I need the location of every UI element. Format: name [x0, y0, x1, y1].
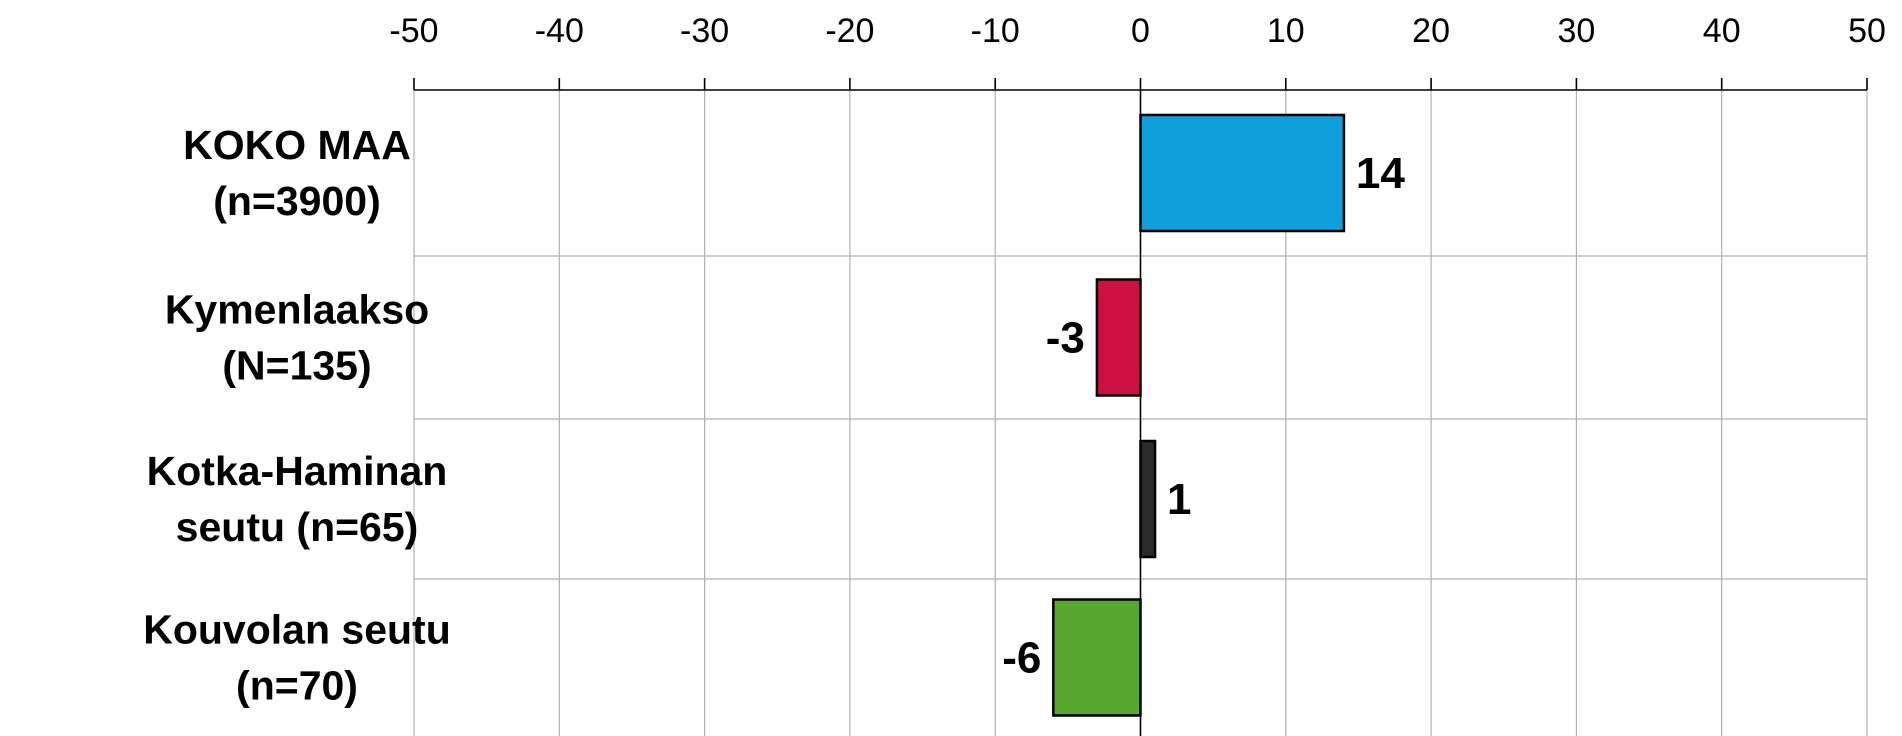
bars: 14 -3 1 -6 [1002, 113, 1405, 717]
category-label: Kymenlaakso [165, 287, 429, 333]
bar [1139, 439, 1157, 559]
data-label: -3 [1046, 314, 1085, 363]
x-tick-label: -10 [971, 12, 1020, 50]
data-label: 1 [1167, 475, 1191, 524]
x-tick-label: 20 [1412, 12, 1450, 50]
x-tick-label: 30 [1557, 12, 1595, 50]
category-labels: KOKO MAA (n=3900) Kymenlaakso (N=135) Kotka-… [143, 122, 451, 709]
category-label: seutu (n=65) [176, 504, 419, 550]
x-tick-label: -30 [680, 12, 729, 50]
x-tick-label: -20 [825, 12, 874, 50]
bar [1139, 113, 1346, 233]
data-label: -6 [1002, 634, 1041, 683]
category-label: KOKO MAA [183, 122, 411, 168]
bar [1052, 598, 1142, 717]
bar [1095, 278, 1142, 397]
x-tick-label: 10 [1267, 12, 1305, 50]
category-label: (n=70) [236, 663, 358, 709]
x-tick-label: -50 [389, 12, 438, 50]
data-label: 14 [1356, 149, 1405, 198]
category-label: Kotka-Haminan [147, 448, 448, 494]
x-axis: -50 -40 -30 -20 -10 0 10 20 30 40 50 [389, 12, 1886, 91]
category-label: (N=135) [222, 343, 371, 389]
category-label: Kouvolan seutu [143, 607, 451, 653]
x-tick-label: 50 [1848, 12, 1886, 50]
x-tick-label: 40 [1703, 12, 1741, 50]
category-label: (n=3900) [213, 178, 381, 224]
x-tick-label: 0 [1131, 12, 1150, 50]
x-tick-label: -40 [535, 12, 584, 50]
